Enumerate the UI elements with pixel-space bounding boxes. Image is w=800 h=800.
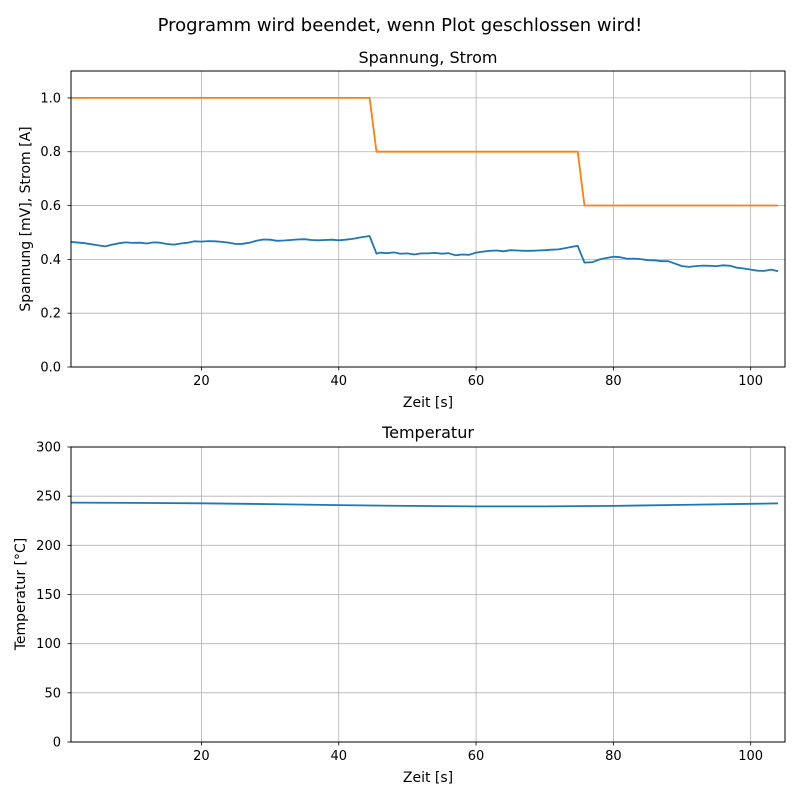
y-axis-label: Temperatur [°C] [13, 538, 29, 652]
y-tick-label: 0.8 [40, 145, 61, 160]
figure-suptitle: Programm wird beendet, wenn Plot geschlo… [158, 15, 643, 36]
x-axis-label: Zeit [s] [403, 395, 453, 411]
x-tick-label: 80 [605, 749, 622, 764]
series-line-1 [70, 235, 779, 273]
x-tick-label: 40 [330, 749, 347, 764]
axes-frame [70, 70, 786, 368]
plot-title: Spannung, Strom [358, 48, 497, 67]
x-tick-label: 40 [330, 374, 347, 389]
y-tick-label: 0 [53, 736, 61, 751]
axis-ticks: 20 40 60 80 100 0 50 100 150 200 250 300 [36, 441, 763, 765]
series-line-1 [70, 501, 779, 508]
x-tick-label: 60 [468, 374, 485, 389]
grid-lines [71, 71, 785, 368]
y-tick-label: 150 [36, 588, 61, 603]
y-axis-label: Spannung [mV], Strom [A] [18, 126, 34, 311]
grid-lines [71, 446, 785, 743]
plot-title: Temperatur [381, 423, 474, 442]
y-tick-label: 0.2 [40, 307, 61, 322]
x-tick-label: 60 [468, 749, 485, 764]
voltage-current-plot: 20 40 60 80 100 0.0 0.2 0.4 0.6 0.8 1.0 Spannung, … [18, 48, 786, 411]
x-tick-label: 100 [738, 749, 763, 764]
x-tick-label: 20 [193, 374, 210, 389]
x-tick-label: 100 [738, 374, 763, 389]
y-tick-label: 300 [36, 441, 61, 456]
y-tick-label: 0.6 [40, 199, 61, 214]
y-tick-label: 250 [36, 490, 61, 505]
temperature-plot: 20 40 60 80 100 0 50 100 150 200 250 300 Temperatur… [13, 423, 786, 786]
y-tick-label: 1.0 [40, 91, 61, 106]
x-tick-label: 20 [193, 749, 210, 764]
y-tick-label: 0.0 [40, 361, 61, 376]
series-line-2 [71, 97, 779, 207]
axis-ticks: 20 40 60 80 100 0.0 0.2 0.4 0.6 0.8 1.0 [40, 91, 763, 389]
plot-lines [70, 97, 779, 273]
y-tick-label: 200 [36, 539, 61, 554]
plot-lines [70, 501, 779, 508]
y-tick-label: 100 [36, 637, 61, 652]
x-axis-label: Zeit [s] [403, 770, 453, 786]
y-tick-label: 0.4 [40, 253, 61, 268]
y-tick-label: 50 [44, 686, 61, 701]
x-tick-label: 80 [605, 374, 622, 389]
